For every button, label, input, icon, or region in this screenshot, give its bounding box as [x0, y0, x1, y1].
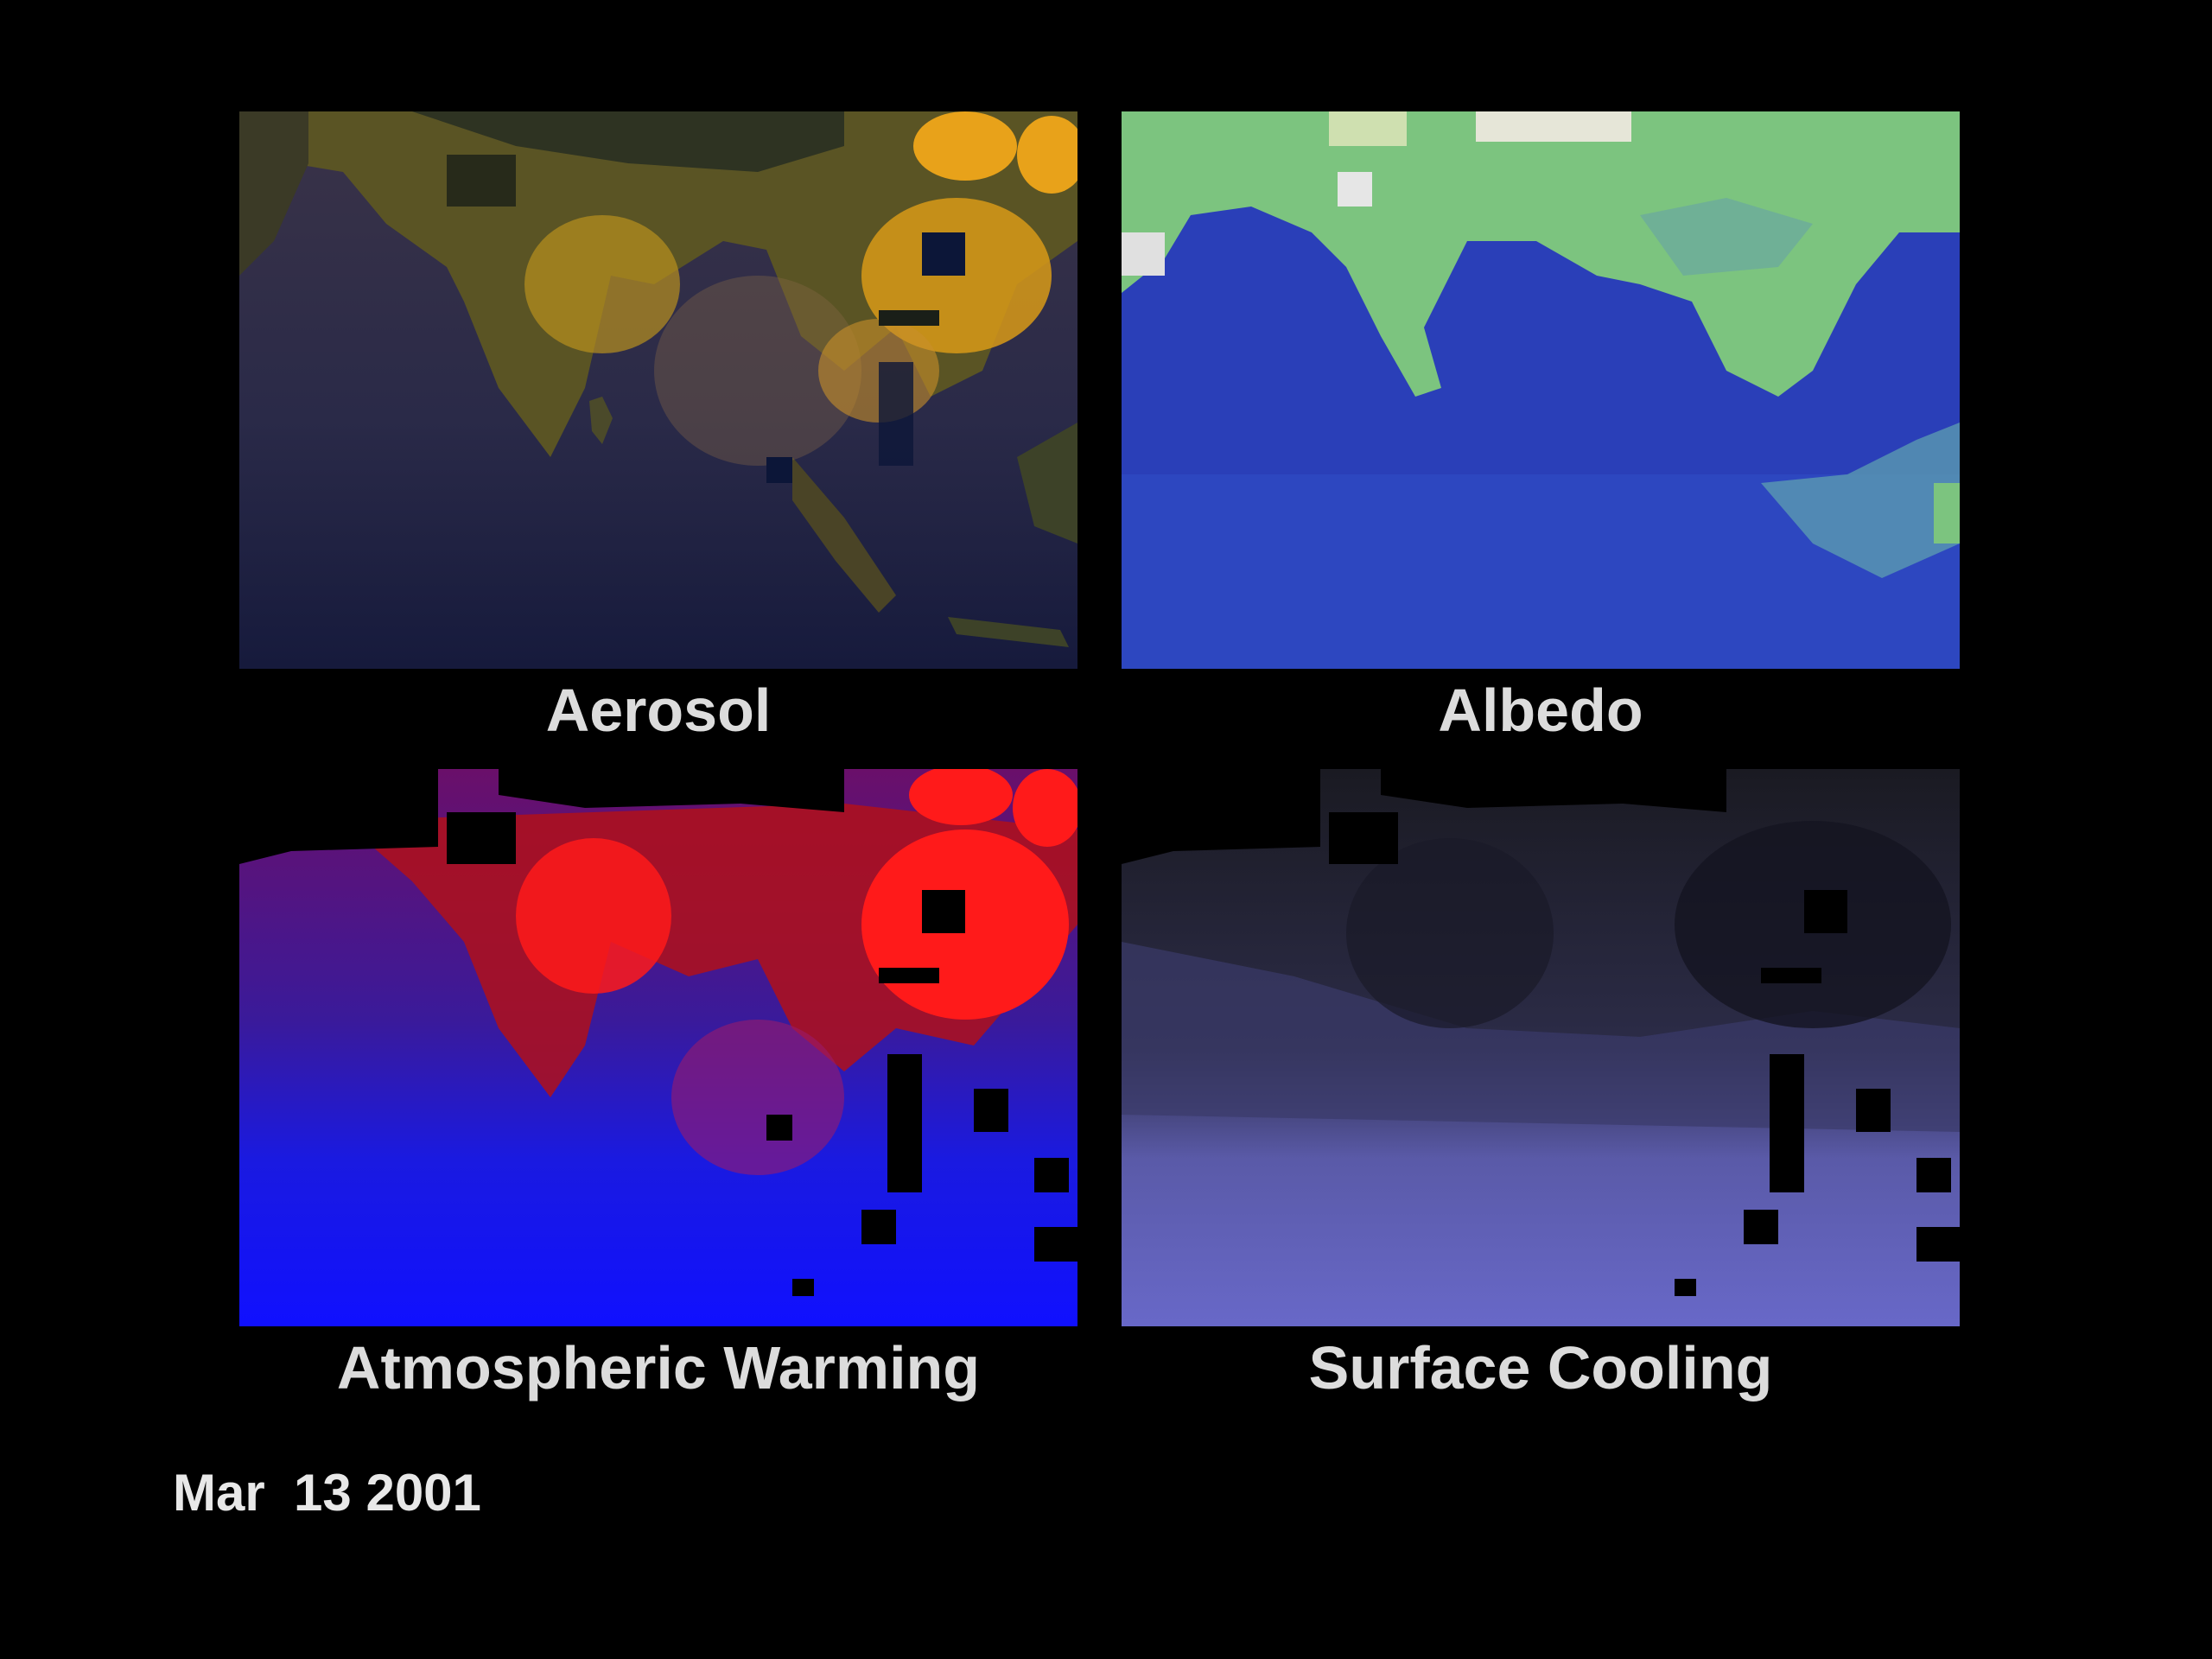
warming-missing-data — [1034, 1227, 1077, 1262]
aerosol-arabia — [239, 111, 308, 276]
warming-missing-data — [879, 968, 939, 983]
cooling-label: Surface Cooling — [1308, 1334, 1773, 1402]
cooling-missing-data — [1804, 890, 1847, 933]
aerosol-hotspot-north — [913, 111, 1017, 181]
albedo-snow — [1122, 232, 1165, 276]
albedo-land-shade — [1640, 198, 1813, 276]
aerosol-missing-data — [447, 155, 516, 207]
cooling-missing-data — [1916, 1158, 1951, 1192]
warming-hotspot-north — [909, 769, 1013, 825]
cooling-map — [1122, 769, 1960, 1326]
cooling-missing-data — [1856, 1089, 1891, 1132]
cooling-missing-data — [1381, 769, 1726, 812]
albedo-snow — [1476, 111, 1631, 142]
cooling-band — [1122, 942, 1960, 1132]
warming-map-panel — [239, 769, 1077, 1326]
cooling-missing-data — [1122, 769, 1320, 864]
warming-missing-data — [887, 1054, 922, 1192]
aerosol-map — [239, 111, 1077, 669]
aerosol-missing-data — [922, 232, 965, 276]
aerosol-borneo — [1017, 423, 1077, 543]
albedo-snow — [1329, 111, 1407, 146]
warming-missing-data — [861, 1210, 896, 1244]
warming-missing-data — [922, 890, 965, 933]
aerosol-himalaya — [412, 111, 844, 172]
warming-haze-bay — [671, 1020, 844, 1175]
cooling-dark-region — [1346, 838, 1554, 1028]
cooling-missing-data — [1744, 1210, 1778, 1244]
cooling-map-panel — [1122, 769, 1960, 1326]
albedo-snow — [1338, 172, 1372, 207]
warming-missing-data — [792, 1279, 814, 1296]
aerosol-map-panel — [239, 111, 1077, 669]
albedo-label: Albedo — [1438, 677, 1643, 744]
warming-missing-data — [1034, 1158, 1069, 1192]
warming-hotspot-india — [516, 838, 671, 994]
cooling-missing-data — [1761, 968, 1821, 983]
aerosol-hotspot-india — [524, 215, 680, 353]
albedo-indonesia — [1761, 423, 1960, 578]
warming-missing-data — [974, 1089, 1008, 1132]
aerosol-hotspot-east — [1017, 116, 1077, 194]
date-stamp: Mar 13 2001 — [173, 1464, 481, 1522]
albedo-map-panel — [1122, 111, 1960, 669]
warming-missing-data — [239, 769, 438, 864]
aerosol-java — [948, 617, 1069, 647]
warming-hotspot-east — [1013, 769, 1077, 847]
cooling-missing-data — [1770, 1054, 1804, 1192]
aerosol-haze-bay — [654, 276, 861, 466]
aerosol-missing-data — [766, 457, 792, 483]
cooling-missing-data — [1675, 1279, 1696, 1296]
aerosol-label: Aerosol — [545, 677, 772, 744]
warming-missing-data — [447, 812, 516, 864]
warming-map — [239, 769, 1077, 1326]
aerosol-missing-data — [879, 310, 939, 326]
aerosol-sri-lanka — [589, 397, 613, 444]
warming-missing-data — [766, 1115, 792, 1141]
albedo-borneo — [1934, 483, 1960, 543]
albedo-map — [1122, 111, 1960, 669]
albedo-land — [1122, 111, 1960, 397]
warming-label: Atmospheric Warming — [336, 1334, 981, 1402]
cooling-missing-data — [1329, 812, 1398, 864]
cooling-missing-data — [1916, 1227, 1960, 1262]
warming-missing-data — [499, 769, 844, 812]
aerosol-missing-data — [879, 362, 913, 466]
aerosol-sumatra — [792, 457, 896, 613]
